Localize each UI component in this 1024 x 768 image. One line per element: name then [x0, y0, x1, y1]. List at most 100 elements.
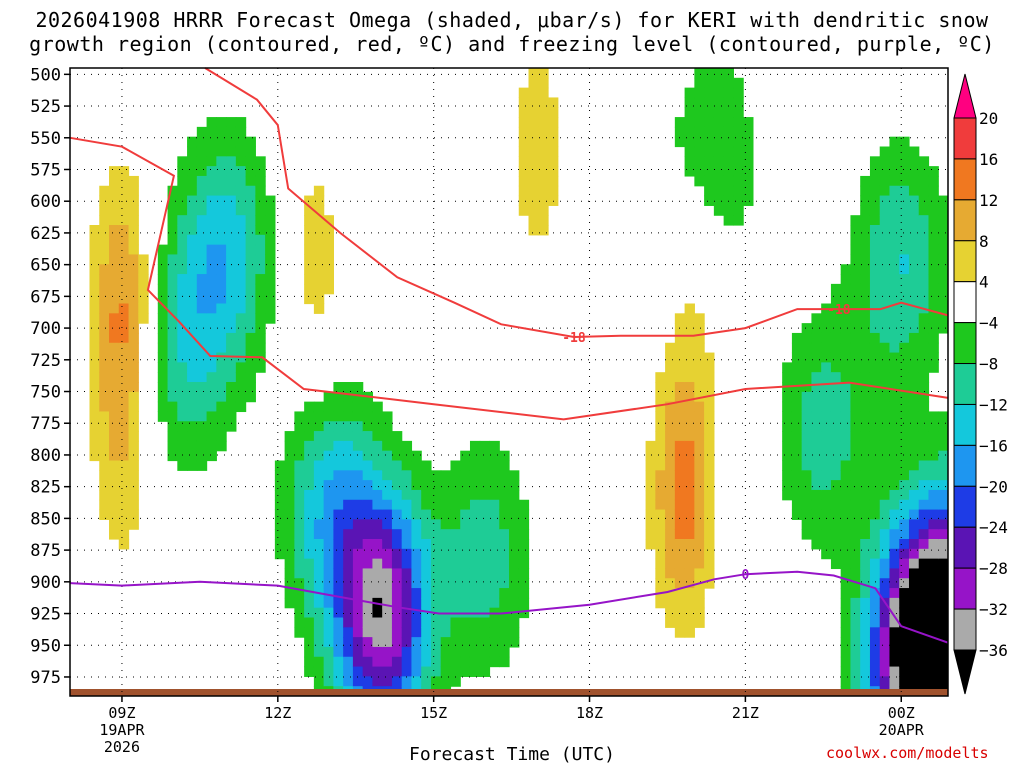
omega-cell [908, 303, 920, 314]
omega-cell [89, 431, 100, 442]
omega-cell [118, 166, 130, 177]
omega-cell [255, 264, 266, 275]
omega-cell [216, 156, 227, 167]
omega-cell [694, 107, 705, 118]
omega-cell [830, 313, 842, 324]
omega-cell [928, 666, 939, 677]
omega-cell [850, 568, 861, 579]
omega-cell [918, 372, 930, 383]
omega-cell [850, 460, 861, 471]
omega-cell [869, 509, 881, 520]
omega-cell [323, 460, 334, 471]
omega-cell [869, 175, 881, 187]
omega-cell [430, 617, 442, 628]
omega-cell [684, 303, 695, 314]
omega-cell [684, 421, 695, 432]
omega-cell [313, 234, 325, 246]
omega-cell [840, 499, 852, 511]
omega-cell [782, 391, 793, 403]
omega-cell [187, 440, 198, 452]
omega-cell [850, 450, 861, 462]
omega-cell [284, 539, 295, 550]
omega-cell [187, 391, 198, 403]
omega-cell [518, 136, 530, 148]
omega-cell [255, 205, 266, 216]
omega-cell [109, 421, 120, 432]
omega-cell [899, 519, 910, 530]
omega-cell [918, 421, 930, 432]
omega-cell [518, 539, 530, 550]
omega-cell [684, 117, 695, 128]
omega-cell [128, 401, 139, 413]
omega-cell [430, 578, 442, 589]
omega-cell [401, 666, 413, 677]
omega-cell [840, 607, 852, 619]
x-tick-label: 21Z [732, 704, 759, 722]
omega-cell [177, 244, 188, 256]
omega-cell [694, 156, 705, 167]
omega-cell [89, 401, 100, 413]
omega-cell [99, 489, 110, 501]
omega-cell [245, 195, 256, 206]
omega-cell [109, 332, 120, 344]
omega-cell [684, 450, 695, 462]
omega-cell [255, 175, 266, 187]
omega-cell [333, 646, 344, 658]
omega-cell [645, 440, 656, 452]
omega-cell [479, 529, 491, 540]
omega-cell [879, 166, 891, 177]
omega-cell [109, 509, 120, 520]
omega-cell [665, 372, 676, 383]
omega-cell [372, 529, 383, 540]
omega-cell [908, 391, 920, 403]
omega-cell [391, 578, 403, 589]
omega-cell [382, 519, 393, 530]
omega-cell [518, 499, 530, 511]
omega-cell [674, 568, 686, 579]
omega-cell [362, 676, 374, 687]
omega-cell [509, 529, 520, 540]
omega-cell [196, 166, 208, 177]
omega-cell [391, 480, 403, 491]
omega-cell [333, 607, 344, 619]
omega-cell [187, 195, 198, 206]
omega-cell [840, 382, 852, 393]
omega-cell [889, 597, 900, 609]
omega-cell [313, 509, 325, 520]
omega-cell [216, 195, 227, 206]
omega-cell [548, 156, 559, 167]
omega-cell [372, 666, 383, 677]
omega-cell [743, 126, 754, 138]
omega-cell [118, 225, 130, 236]
omega-cell [899, 205, 910, 216]
omega-cell [850, 274, 861, 285]
omega-cell [391, 617, 403, 628]
omega-cell [879, 195, 891, 206]
omega-cell [226, 185, 237, 197]
omega-cell [723, 97, 734, 108]
omega-cell [391, 548, 403, 560]
omega-cell [860, 480, 871, 491]
omega-cell [889, 421, 900, 432]
omega-cell [489, 539, 500, 550]
omega-cell [879, 666, 891, 677]
y-tick-label: 750 [30, 383, 61, 403]
omega-cell [265, 254, 276, 265]
omega-cell [655, 401, 666, 413]
omega-cell [411, 470, 422, 481]
omega-cell [187, 313, 198, 324]
omega-cell [811, 450, 822, 462]
colorbar-swatch [953, 567, 977, 610]
omega-cell [879, 391, 891, 403]
omega-cell [889, 215, 900, 226]
omega-cell [538, 117, 549, 128]
colorbar-label: 20 [979, 109, 998, 128]
omega-cell [684, 431, 695, 442]
omega-cell [226, 283, 237, 295]
omega-cell [362, 440, 374, 452]
omega-cell [265, 244, 276, 256]
omega-cell [460, 470, 471, 481]
omega-cell [352, 597, 364, 609]
omega-cell [889, 607, 900, 619]
omega-cell [684, 489, 695, 501]
